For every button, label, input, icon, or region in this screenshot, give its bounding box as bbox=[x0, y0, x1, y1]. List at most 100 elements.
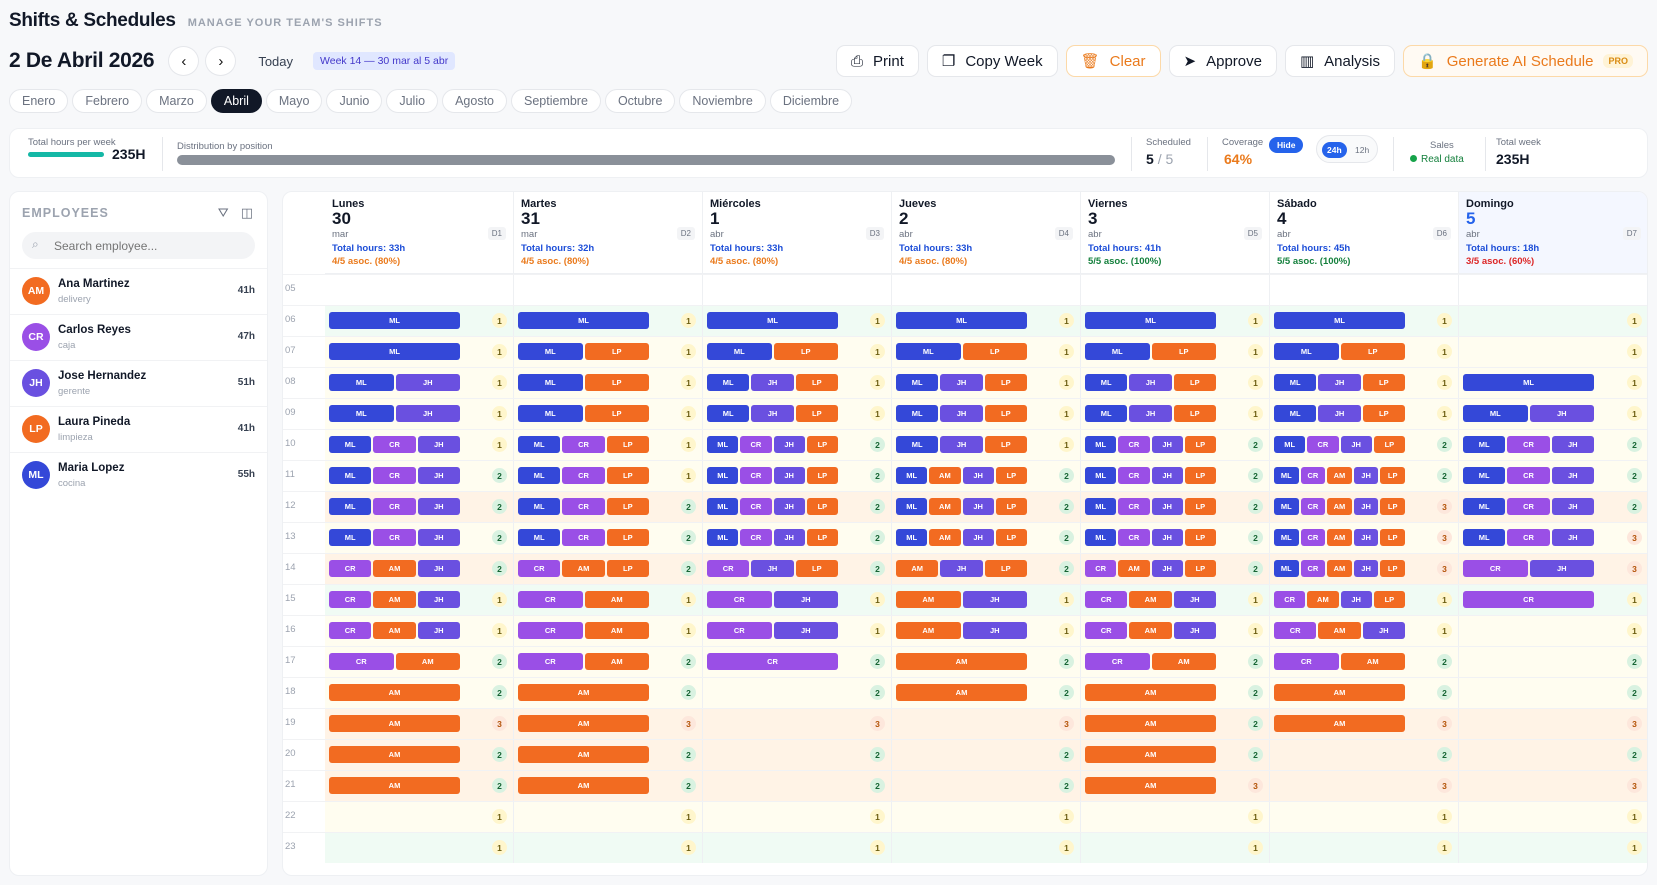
shift-block[interactable]: AM bbox=[1327, 498, 1352, 515]
shift-block[interactable]: ML bbox=[896, 498, 928, 515]
shift-block[interactable]: ML bbox=[1085, 374, 1128, 391]
shift-block[interactable]: ML bbox=[1085, 405, 1128, 422]
shift-block[interactable]: AM bbox=[1118, 560, 1150, 577]
schedule-cell[interactable] bbox=[1459, 306, 1647, 336]
shift-block[interactable]: CR bbox=[740, 498, 772, 515]
shift-block[interactable]: CR bbox=[707, 653, 838, 670]
shift-block[interactable]: LP bbox=[1380, 498, 1405, 515]
shift-block[interactable]: ML bbox=[1274, 405, 1317, 422]
shift-block[interactable]: LP bbox=[1380, 467, 1405, 484]
toggle-12h[interactable]: 12h bbox=[1355, 145, 1370, 155]
shift-block[interactable]: JH bbox=[1173, 591, 1216, 608]
shift-block[interactable]: ML bbox=[896, 405, 939, 422]
shift-block[interactable]: JH bbox=[1353, 560, 1379, 577]
shift-block[interactable]: ML bbox=[518, 343, 583, 360]
schedule-cell[interactable] bbox=[1459, 337, 1647, 367]
shift-block[interactable]: CR bbox=[329, 653, 394, 670]
shift-block[interactable]: JH bbox=[1151, 498, 1183, 515]
shift-block[interactable]: AM bbox=[896, 591, 961, 608]
shift-block[interactable]: CR bbox=[1507, 529, 1550, 546]
employee-row[interactable]: AM Ana Martinez delivery 41h bbox=[10, 268, 267, 314]
shift-block[interactable]: JH bbox=[940, 560, 983, 577]
shift-block[interactable]: CR bbox=[518, 591, 583, 608]
shift-block[interactable]: JH bbox=[1151, 529, 1183, 546]
shift-block[interactable]: JH bbox=[417, 467, 460, 484]
shift-block[interactable]: CR bbox=[1507, 498, 1550, 515]
shift-block[interactable]: ML bbox=[896, 343, 961, 360]
shift-block[interactable]: ML bbox=[518, 436, 561, 453]
schedule-cell[interactable] bbox=[1459, 678, 1647, 708]
shift-block[interactable]: CR bbox=[518, 560, 561, 577]
shift-block[interactable]: LP bbox=[1340, 343, 1405, 360]
shift-block[interactable]: LP bbox=[1184, 467, 1216, 484]
schedule-cell[interactable] bbox=[892, 709, 1081, 739]
shift-block[interactable]: JH bbox=[962, 467, 994, 484]
employee-row[interactable]: CR Carlos Reyes caja 47h bbox=[10, 314, 267, 360]
shift-block[interactable]: CR bbox=[1118, 467, 1150, 484]
shift-block[interactable]: JH bbox=[417, 591, 460, 608]
shift-block[interactable]: CR bbox=[1085, 622, 1128, 639]
shift-block[interactable]: CR bbox=[373, 498, 416, 515]
shift-block[interactable]: ML bbox=[1463, 467, 1506, 484]
schedule-cell[interactable] bbox=[1270, 275, 1459, 305]
month-tab-octubre[interactable]: Octubre bbox=[604, 89, 676, 113]
shift-block[interactable]: LP bbox=[1373, 436, 1405, 453]
shift-block[interactable]: JH bbox=[940, 405, 983, 422]
shift-block[interactable]: AM bbox=[395, 653, 460, 670]
schedule-cell[interactable] bbox=[1459, 275, 1647, 305]
schedule-cell[interactable] bbox=[1081, 802, 1270, 832]
shift-block[interactable]: JH bbox=[962, 591, 1027, 608]
shift-block[interactable]: LP bbox=[806, 467, 838, 484]
month-tab-agosto[interactable]: Agosto bbox=[442, 89, 507, 113]
shift-block[interactable]: ML bbox=[896, 312, 1027, 329]
shift-block[interactable]: AM bbox=[929, 529, 961, 546]
shift-block[interactable]: ML bbox=[329, 467, 372, 484]
shift-block[interactable]: JH bbox=[751, 560, 794, 577]
shift-block[interactable]: CR bbox=[740, 467, 772, 484]
shift-block[interactable]: LP bbox=[1184, 436, 1216, 453]
shift-block[interactable]: LP bbox=[1362, 374, 1405, 391]
shift-block[interactable]: AM bbox=[562, 560, 605, 577]
shift-block[interactable]: LP bbox=[773, 343, 838, 360]
day-header-d1[interactable]: Lunes 30 mar D1 Total hours: 33h 4/5 asoc. (8… bbox=[325, 192, 514, 274]
shift-block[interactable]: LP bbox=[984, 374, 1027, 391]
shift-block[interactable]: LP bbox=[1173, 405, 1216, 422]
shift-block[interactable]: CR bbox=[562, 467, 605, 484]
analysis-button[interactable]: ▥ Analysis bbox=[1284, 45, 1396, 77]
schedule-cell[interactable] bbox=[703, 771, 892, 801]
shift-block[interactable]: AM bbox=[1327, 467, 1352, 484]
shift-block[interactable]: AM bbox=[1318, 622, 1361, 639]
shift-block[interactable]: LP bbox=[1151, 343, 1216, 360]
chevron-right-icon[interactable]: › bbox=[205, 46, 237, 76]
shift-block[interactable]: CR bbox=[740, 436, 772, 453]
shift-block[interactable]: JH bbox=[962, 622, 1027, 639]
shift-block[interactable]: LP bbox=[1184, 560, 1216, 577]
shift-block[interactable]: ML bbox=[1274, 560, 1299, 577]
shift-block[interactable]: AM bbox=[329, 715, 460, 732]
shift-block[interactable]: JH bbox=[962, 498, 994, 515]
schedule-cell[interactable] bbox=[325, 802, 514, 832]
shift-block[interactable]: AM bbox=[329, 746, 460, 763]
shift-block[interactable]: CR bbox=[373, 467, 416, 484]
shift-block[interactable]: ML bbox=[1463, 436, 1506, 453]
shift-block[interactable]: AM bbox=[1085, 777, 1216, 794]
month-tab-enero[interactable]: Enero bbox=[9, 89, 69, 113]
shift-block[interactable]: LP bbox=[1184, 498, 1216, 515]
shift-block[interactable]: LP bbox=[1173, 374, 1216, 391]
shift-block[interactable]: LP bbox=[606, 436, 649, 453]
shift-block[interactable]: ML bbox=[896, 436, 939, 453]
shift-block[interactable]: LP bbox=[806, 529, 838, 546]
shift-block[interactable]: JH bbox=[1340, 436, 1372, 453]
shift-block[interactable]: AM bbox=[1340, 653, 1405, 670]
schedule-cell[interactable] bbox=[1459, 647, 1647, 677]
shift-block[interactable]: LP bbox=[795, 560, 838, 577]
shift-block[interactable]: CR bbox=[562, 529, 605, 546]
shift-block[interactable]: LP bbox=[1373, 591, 1405, 608]
shift-block[interactable]: AM bbox=[329, 684, 460, 701]
shift-block[interactable]: LP bbox=[806, 498, 838, 515]
shift-block[interactable]: AM bbox=[896, 622, 961, 639]
shift-block[interactable]: CR bbox=[1118, 529, 1150, 546]
month-tab-julio[interactable]: Julio bbox=[386, 89, 439, 113]
shift-block[interactable]: JH bbox=[773, 467, 805, 484]
month-tab-marzo[interactable]: Marzo bbox=[146, 89, 207, 113]
